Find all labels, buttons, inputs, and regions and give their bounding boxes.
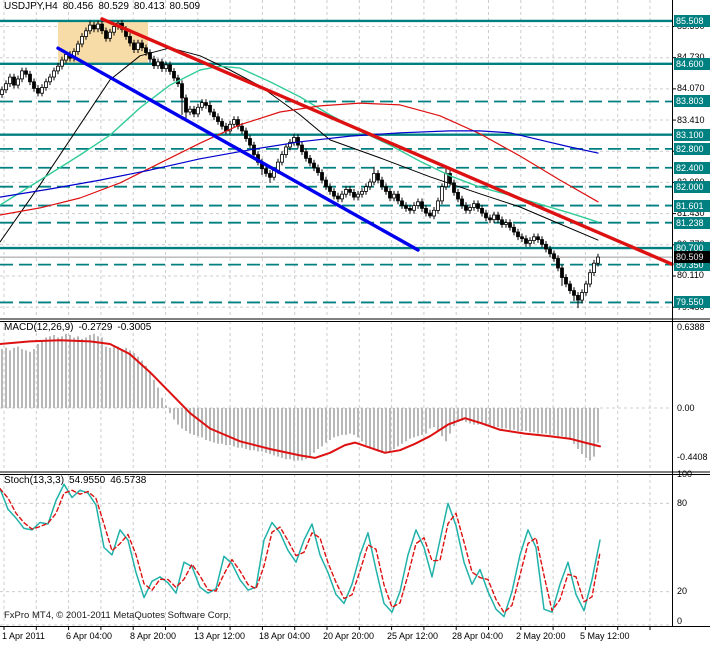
time-axis-label: 13 Apr 12:00 <box>194 631 246 641</box>
ohlc-high: 80.529 <box>98 1 129 12</box>
time-axis-label: 5 May 12:00 <box>580 631 630 641</box>
time-axis-label: 6 Apr 04:00 <box>66 631 113 641</box>
price-scale-label: 83.410 <box>677 114 705 125</box>
moving-average-green <box>0 65 599 223</box>
price-level-badge: 81.601 <box>674 199 710 212</box>
price-level-badge: 80.700 <box>674 242 710 255</box>
price-level-badge: 82.000 <box>674 180 710 193</box>
bid-price-badge: 80.509 <box>674 251 710 264</box>
price-scale-label: 81.430 <box>677 208 705 219</box>
price-level-badge: 83.100 <box>674 128 710 141</box>
price-level-badge: 85.508 <box>674 14 710 27</box>
stoch-scale-label: 20 <box>677 586 688 597</box>
time-axis-label: 25 Apr 12:00 <box>387 631 439 641</box>
candlestick-series <box>0 19 600 309</box>
stoch-signal-line <box>0 488 601 614</box>
macd-scale-label: -0.4408 <box>677 451 708 462</box>
time-axis-label: 1 Apr 2011 <box>2 631 45 641</box>
price-scale-label: 84.730 <box>677 52 705 63</box>
stoch-scale-label: 0 <box>677 615 683 626</box>
price-level-badge: 82.800 <box>674 142 710 155</box>
price-level-badge: 84.600 <box>674 57 710 70</box>
moving-average-blue <box>0 130 599 198</box>
macd-main-value: -0.2729 <box>78 322 113 333</box>
descending-trendline-red <box>100 17 674 266</box>
stoch-main-line <box>0 483 601 618</box>
symbol-ohlc-title: USDJPY,H4 80.456 80.529 80.413 80.509 <box>4 1 205 13</box>
price-level-badge: 83.803 <box>674 95 710 108</box>
time-axis-label: 18 Apr 04:00 <box>259 631 311 641</box>
time-axis-label: 8 Apr 20:00 <box>130 631 177 641</box>
price-level-badge: 82.400 <box>674 161 710 174</box>
macd-name: MACD(12,26,9) <box>4 322 74 333</box>
time-axis-label: 28 Apr 04:00 <box>452 631 504 641</box>
macd-histogram <box>1 333 599 461</box>
stoch-main-value: 54.9550 <box>69 475 106 486</box>
macd-scale-label: 0.6388 <box>677 321 705 332</box>
price-level-badge: 81.238 <box>674 216 710 229</box>
macd-indicator-title: MACD(12,26,9) -0.2729 -0.3005 <box>4 322 156 334</box>
macd-signal-value: -0.3005 <box>117 322 152 333</box>
stoch-signal-value: 46.5738 <box>110 475 147 486</box>
ohlc-open: 80.456 <box>62 1 94 12</box>
copyright-text: FxPro MT4, © 2001-2011 MetaQuotes Softwa… <box>4 610 232 621</box>
macd-signal-line <box>0 339 601 459</box>
stoch-indicator-title: Stoch(13,3,3) 54.9550 46.5738 <box>4 475 151 487</box>
ohlc-close: 80.509 <box>169 1 201 12</box>
time-axis-label: 20 Apr 20:00 <box>323 631 375 641</box>
time-axis-label: 2 May 20:00 <box>516 631 566 641</box>
price-scale-label: 84.070 <box>677 83 705 94</box>
price-scale-label: 80.110 <box>677 270 704 281</box>
price-level-badge: 79.550 <box>674 296 710 309</box>
symbol-timeframe: USDJPY,H4 <box>4 1 58 12</box>
descending-trendline-blue <box>56 46 420 252</box>
ohlc-low: 80.413 <box>133 1 165 12</box>
macd-scale-label: 0.00 <box>677 402 695 413</box>
stoch-name: Stoch(13,3,3) <box>4 475 65 486</box>
moving-average-red <box>0 102 599 216</box>
stoch-scale-label: 100 <box>677 468 693 479</box>
stoch-scale-label: 80 <box>677 497 688 508</box>
